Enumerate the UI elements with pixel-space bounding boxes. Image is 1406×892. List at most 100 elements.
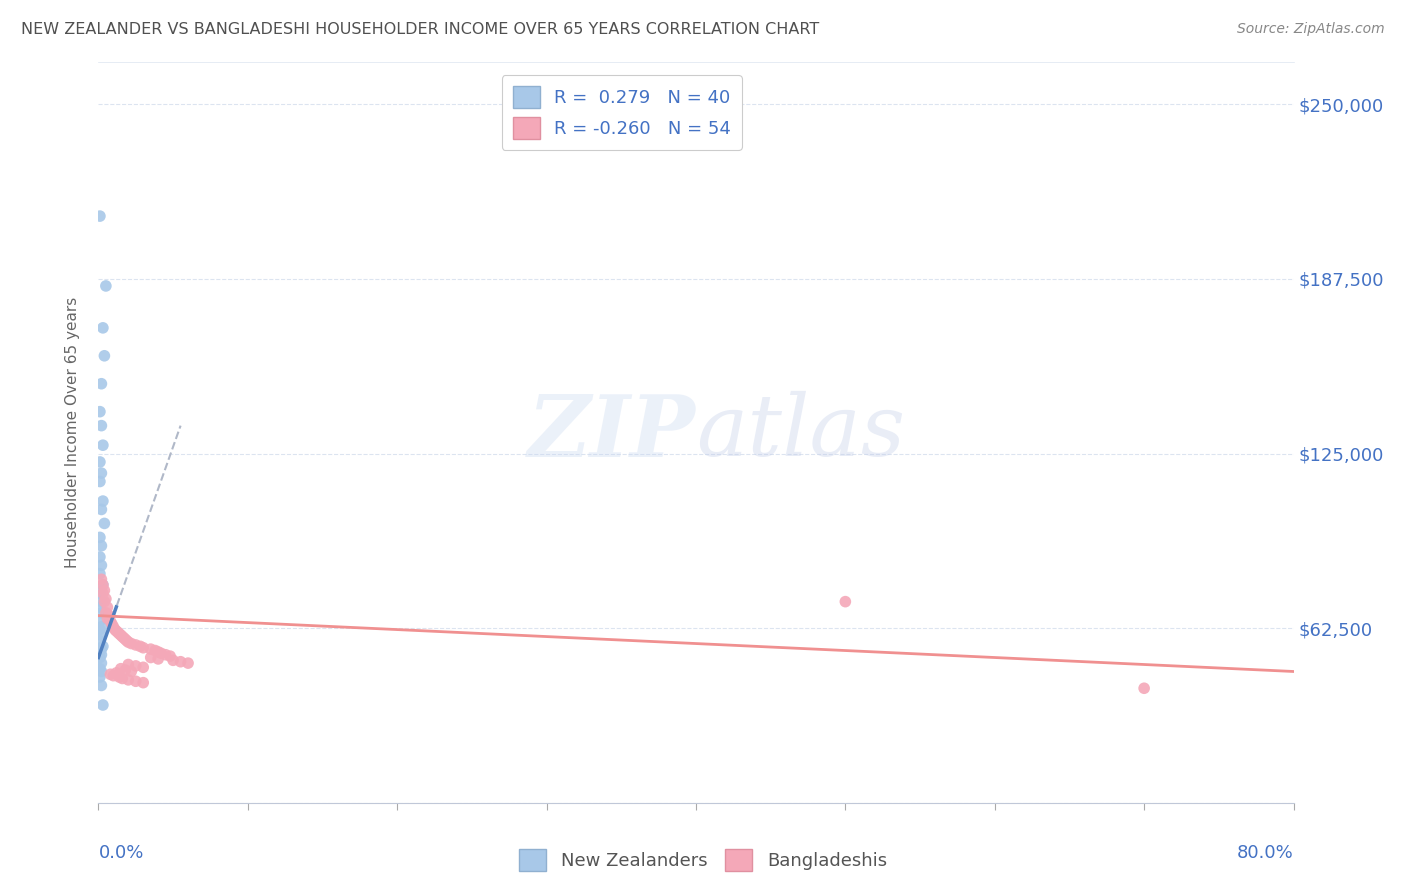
Point — [111, 630, 134, 644]
Point — [89, 405, 111, 419]
Point — [90, 620, 112, 634]
Point — [91, 640, 114, 654]
Point — [159, 649, 181, 664]
Legend: R =  0.279   N = 40, R = -0.260   N = 54: R = 0.279 N = 40, R = -0.260 N = 54 — [502, 75, 742, 150]
Point — [91, 578, 114, 592]
Point — [114, 663, 136, 677]
Point — [111, 672, 134, 686]
Text: ZIP: ZIP — [529, 391, 696, 475]
Text: 80.0%: 80.0% — [1237, 844, 1294, 862]
Point — [120, 665, 142, 679]
Point — [91, 698, 114, 712]
Point — [103, 620, 125, 634]
Point — [90, 418, 112, 433]
Point — [120, 636, 142, 650]
Point — [105, 665, 128, 680]
Point — [89, 586, 111, 600]
Text: Source: ZipAtlas.com: Source: ZipAtlas.com — [1237, 22, 1385, 37]
Point — [89, 645, 111, 659]
Point — [105, 624, 128, 638]
Point — [89, 549, 111, 564]
Text: atlas: atlas — [696, 392, 905, 474]
Point — [125, 659, 148, 673]
Point — [139, 642, 162, 657]
Point — [114, 632, 136, 647]
Point — [162, 653, 184, 667]
Point — [93, 516, 115, 531]
Point — [90, 606, 112, 620]
Point — [117, 635, 139, 649]
Point — [93, 594, 115, 608]
Point — [90, 594, 112, 608]
Point — [90, 466, 112, 480]
Point — [90, 539, 112, 553]
Point — [148, 645, 170, 659]
Point — [90, 648, 112, 662]
Point — [117, 673, 139, 687]
Point — [89, 566, 111, 581]
Y-axis label: Householder Income Over 65 years: Householder Income Over 65 years — [65, 297, 80, 568]
Point — [98, 614, 122, 628]
Point — [89, 614, 111, 628]
Point — [139, 650, 162, 665]
Point — [90, 502, 112, 516]
Point — [89, 530, 111, 544]
Point — [89, 662, 111, 676]
Point — [110, 628, 132, 642]
Point — [89, 455, 111, 469]
Point — [89, 209, 111, 223]
Point — [94, 606, 117, 620]
Point — [89, 670, 111, 684]
Point — [90, 642, 112, 657]
Point — [155, 648, 177, 662]
Point — [89, 650, 111, 665]
Legend: New Zealanders, Bangladeshis: New Zealanders, Bangladeshis — [512, 842, 894, 879]
Point — [132, 640, 155, 655]
Point — [89, 600, 111, 615]
Point — [177, 656, 200, 670]
Point — [101, 617, 124, 632]
Text: NEW ZEALANDER VS BANGLADESHI HOUSEHOLDER INCOME OVER 65 YEARS CORRELATION CHART: NEW ZEALANDER VS BANGLADESHI HOUSEHOLDER… — [21, 22, 820, 37]
Point — [112, 631, 135, 645]
Point — [90, 572, 112, 586]
Point — [91, 438, 114, 452]
Point — [91, 494, 114, 508]
Point — [90, 678, 112, 692]
Point — [97, 608, 120, 623]
Point — [129, 640, 152, 654]
Point — [143, 643, 166, 657]
Point — [834, 594, 856, 608]
Point — [90, 558, 112, 573]
Point — [117, 657, 139, 672]
Point — [108, 627, 131, 641]
Point — [91, 586, 114, 600]
Point — [96, 600, 118, 615]
Point — [110, 662, 132, 676]
Point — [125, 674, 148, 689]
Point — [108, 670, 131, 684]
Point — [96, 611, 118, 625]
Point — [132, 660, 155, 674]
Point — [148, 652, 170, 666]
Point — [90, 656, 112, 670]
Point — [98, 667, 122, 681]
Point — [150, 646, 173, 660]
Point — [89, 633, 111, 648]
Point — [169, 655, 191, 669]
Point — [93, 583, 115, 598]
Point — [91, 321, 114, 335]
Point — [103, 668, 125, 682]
Point — [90, 628, 112, 642]
Point — [93, 349, 115, 363]
Point — [125, 638, 148, 652]
Point — [115, 633, 138, 648]
Point — [89, 623, 111, 637]
Point — [94, 591, 117, 606]
Text: 0.0%: 0.0% — [98, 844, 143, 862]
Point — [89, 475, 111, 489]
Point — [90, 376, 112, 391]
Point — [107, 625, 129, 640]
Point — [91, 578, 114, 592]
Point — [90, 665, 112, 679]
Point — [1133, 681, 1156, 696]
